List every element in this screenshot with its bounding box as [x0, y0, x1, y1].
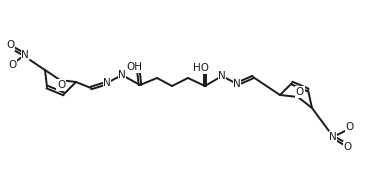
Text: N: N	[118, 70, 126, 80]
Text: O: O	[6, 40, 14, 50]
Text: O: O	[344, 142, 352, 152]
Text: N: N	[103, 78, 111, 88]
Text: O: O	[296, 87, 304, 97]
Text: HO: HO	[193, 63, 209, 73]
Text: N: N	[21, 50, 29, 60]
Text: O: O	[8, 60, 16, 70]
Text: O: O	[346, 122, 354, 132]
Text: N: N	[218, 71, 226, 81]
Text: OH: OH	[126, 62, 142, 72]
Text: N: N	[329, 132, 337, 142]
Text: N: N	[233, 79, 241, 89]
Text: O: O	[57, 80, 65, 90]
